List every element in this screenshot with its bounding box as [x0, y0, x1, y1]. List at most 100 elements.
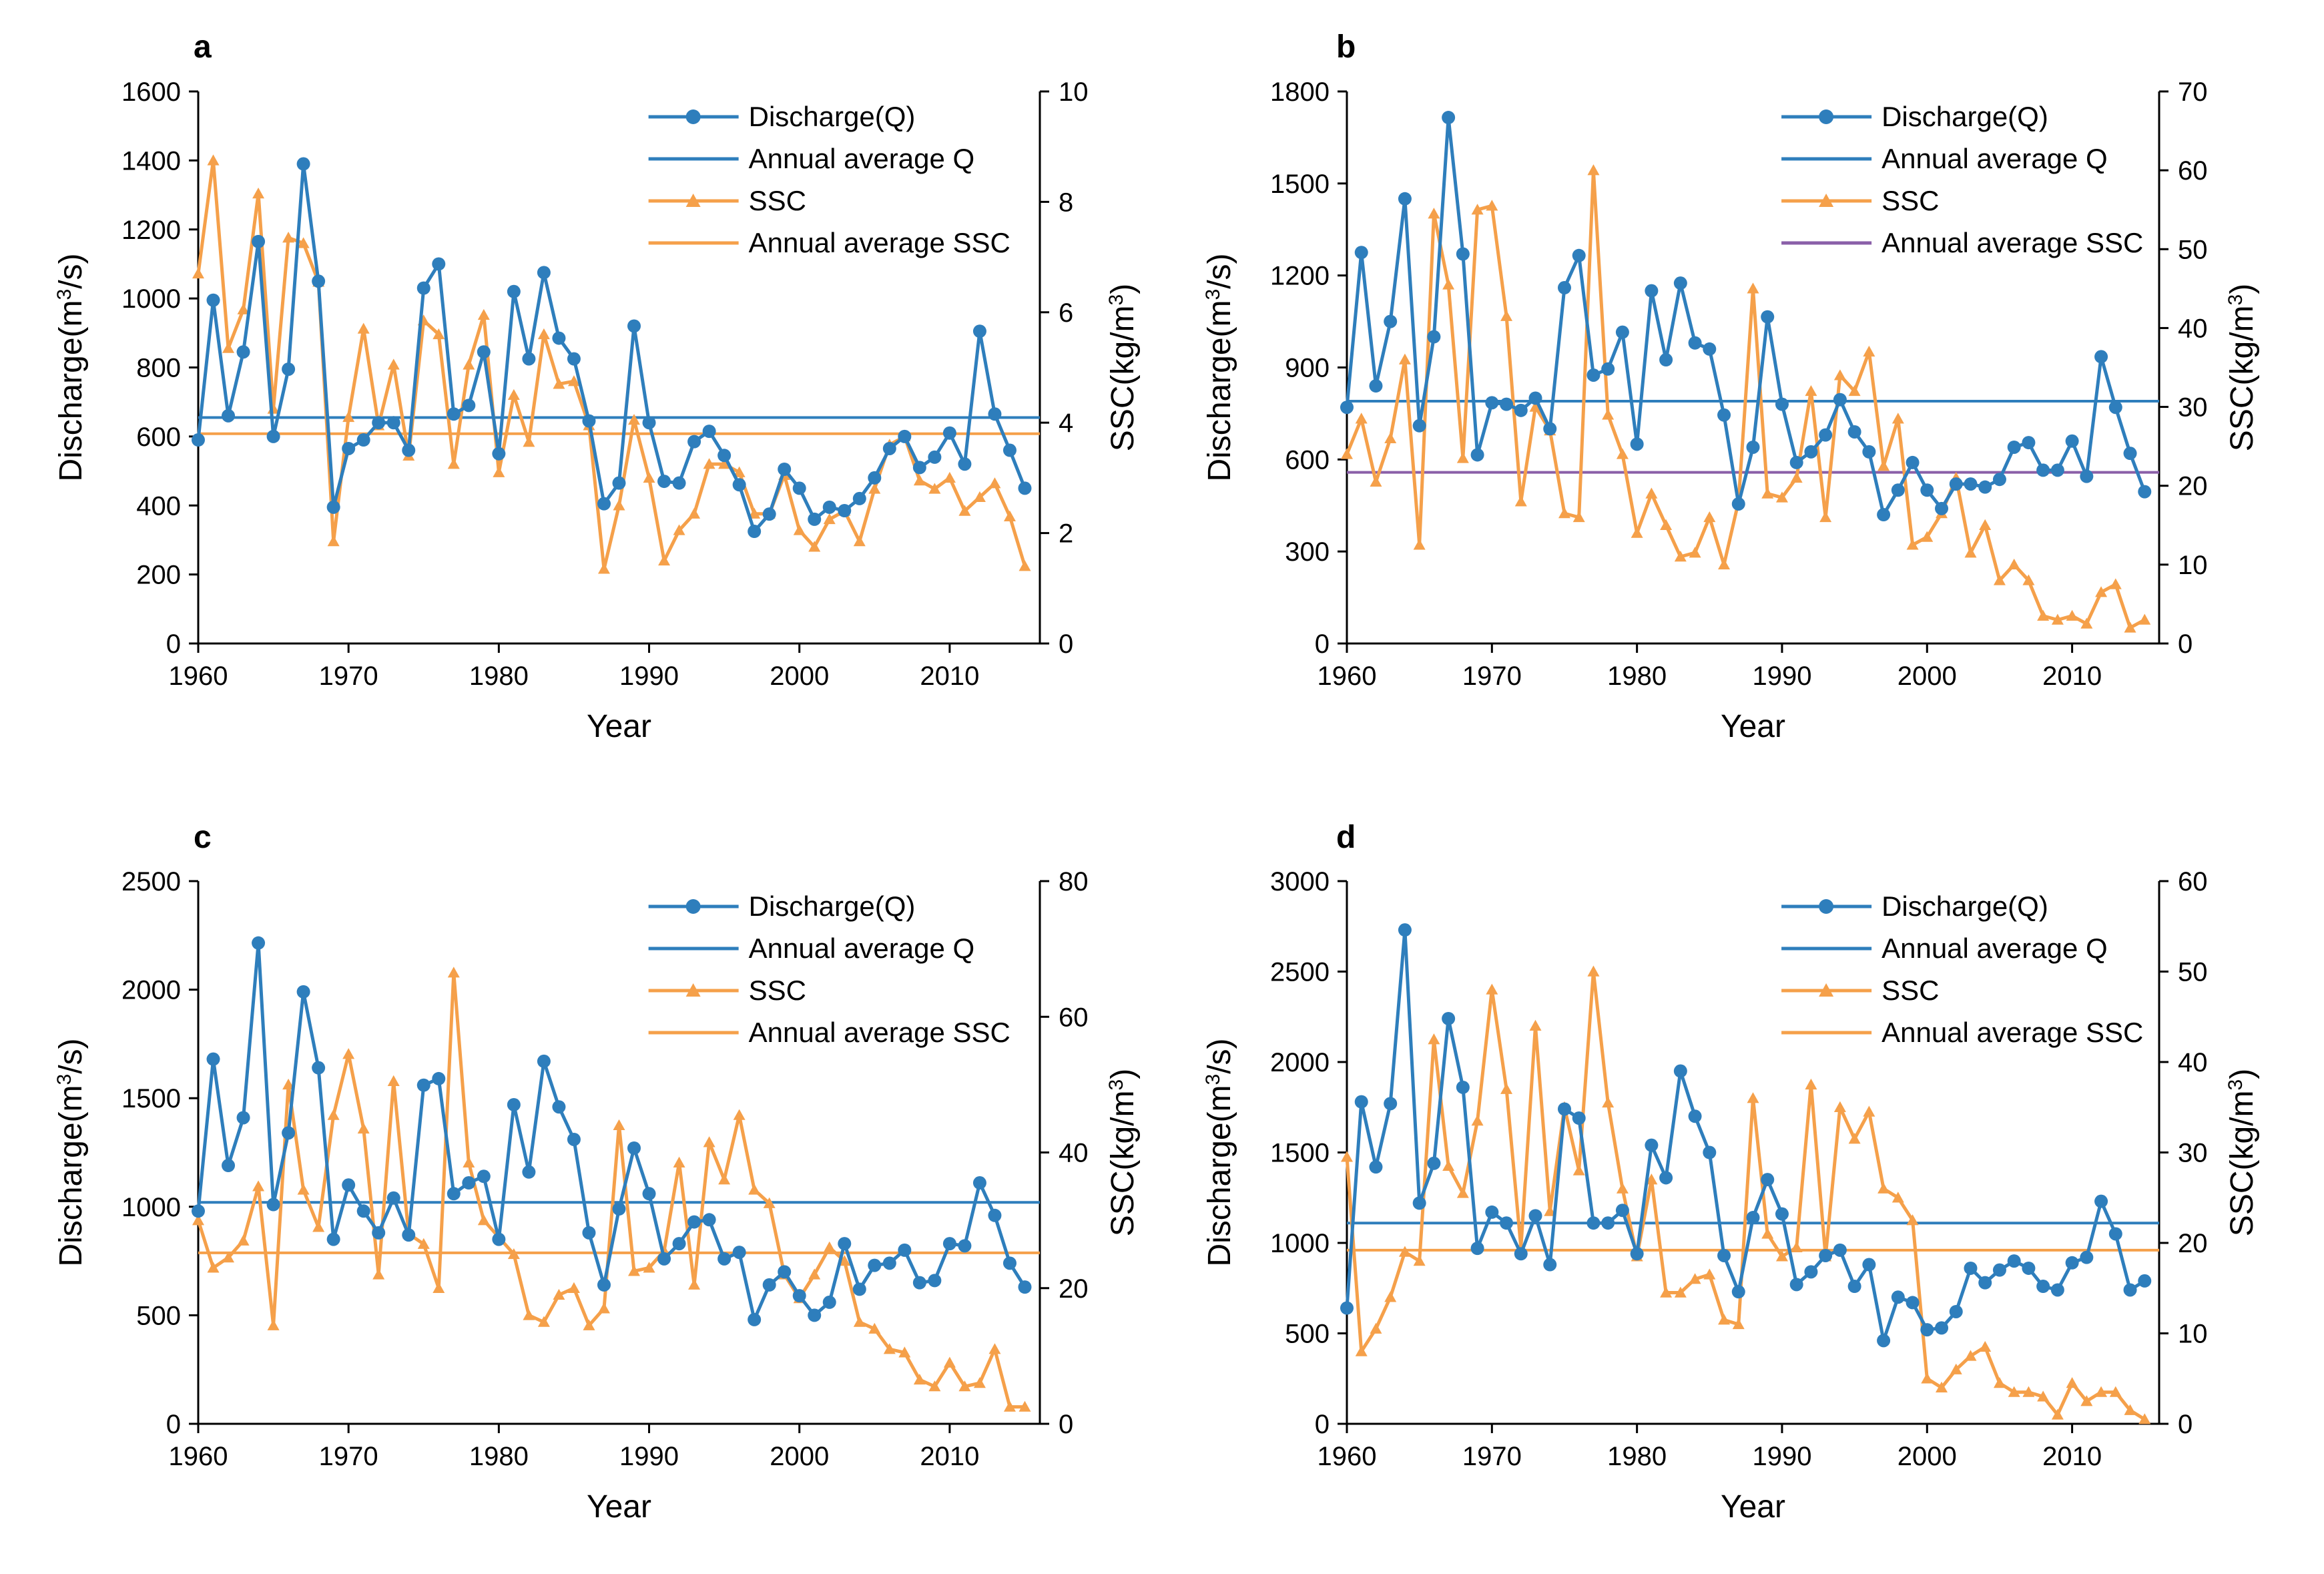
ssc-point [372, 1268, 385, 1280]
y-tick-label: 2500 [1270, 958, 1330, 987]
ssc-point [1761, 487, 1774, 499]
discharge-point [1804, 1265, 1818, 1279]
ssc-point [718, 1173, 731, 1185]
discharge-point [537, 266, 551, 280]
ssc-point [477, 308, 490, 320]
legend-label: Annual average Q [749, 143, 975, 174]
discharge-point [537, 1054, 551, 1068]
ssc-point [928, 1380, 941, 1392]
ssc-point [1645, 487, 1658, 499]
discharge-point [627, 1141, 641, 1155]
ssc-point [357, 322, 370, 334]
ssc-point [1572, 511, 1585, 523]
discharge-point [1470, 448, 1484, 462]
ssc-point [237, 1234, 250, 1246]
discharge-point [192, 433, 205, 447]
legend-entry: SSC [648, 975, 806, 1006]
discharge-point [2108, 401, 2122, 415]
ssc-point [342, 1048, 355, 1059]
ssc-point [1674, 1286, 1687, 1298]
ssc-point [793, 524, 806, 535]
discharge-point [2065, 1256, 2079, 1270]
discharge-point [792, 481, 806, 495]
y-axis-label-main: Discharge(m [53, 1085, 89, 1266]
ssc-point [1500, 310, 1513, 321]
discharge-point [642, 416, 656, 430]
discharge-point [1746, 440, 1760, 454]
discharge-point [1992, 1263, 2006, 1277]
ssc-point [282, 1078, 295, 1090]
discharge-point [507, 284, 521, 298]
ssc-point [913, 475, 926, 486]
x-tick-label: 2000 [1898, 662, 1957, 691]
discharge-point [386, 1191, 400, 1205]
ssc-point [297, 1184, 310, 1195]
discharge-point [356, 433, 370, 447]
ssc-point [523, 436, 535, 447]
y2-tick-label: 60 [2178, 156, 2208, 186]
discharge-point [1485, 396, 1499, 410]
discharge-point [1688, 336, 1702, 350]
ssc-point [1906, 1214, 1919, 1226]
ssc-point [507, 388, 520, 401]
ssc-point [1544, 1205, 1556, 1216]
ssc-point [853, 535, 866, 547]
discharge-point [958, 457, 972, 471]
y2-tick-label: 40 [2178, 1048, 2208, 1077]
discharge-point [1500, 1216, 1514, 1230]
ssc-point [973, 491, 986, 503]
y2-tick-label: 50 [2178, 958, 2208, 987]
discharge-point [717, 449, 732, 463]
discharge-point [372, 1226, 386, 1240]
discharge-point [2007, 440, 2021, 454]
ssc-point [1747, 1092, 1759, 1103]
ssc-point [1471, 204, 1484, 215]
ssc-point [1428, 208, 1440, 219]
discharge-point [1847, 1280, 1861, 1294]
ssc-point [1921, 1372, 1934, 1384]
discharge-point [252, 234, 266, 248]
x-tick-label: 2010 [920, 1442, 979, 1471]
ssc-point [222, 1252, 235, 1263]
ssc-point [2008, 1386, 2020, 1397]
y-tick-label: 2500 [121, 867, 181, 896]
discharge-point [282, 1126, 296, 1140]
y-tick-label: 3000 [1270, 867, 1330, 896]
x-tick-label: 1960 [169, 662, 228, 691]
discharge-point [1833, 392, 1847, 407]
x-tick-label: 1970 [319, 1442, 378, 1471]
ssc-point [1486, 983, 1498, 995]
x-tick-label: 1990 [619, 1442, 679, 1471]
ssc-point [432, 328, 445, 340]
discharge-point [1002, 1256, 1016, 1270]
y-tick-label: 1000 [1270, 1229, 1330, 1258]
y2-tick-label: 10 [2178, 551, 2208, 580]
discharge-point [912, 1276, 926, 1290]
discharge-point [1920, 483, 1934, 497]
discharge-point [852, 491, 866, 505]
discharge-point [1891, 483, 1905, 497]
ssc-point [613, 1119, 625, 1131]
ssc-point [883, 1343, 896, 1354]
legend-label: Discharge(Q) [749, 101, 916, 132]
ssc-point [898, 1346, 911, 1358]
y2-tick-label: 8 [1059, 188, 1073, 217]
x-tick-label: 1990 [1752, 662, 1811, 691]
discharge-point [1645, 1138, 1659, 1152]
ssc-point [2124, 1404, 2136, 1415]
ssc-point [628, 1265, 641, 1276]
y-axis-label-main: Discharge(m [53, 300, 89, 481]
discharge-point [1935, 501, 1949, 515]
discharge-point [1369, 1160, 1383, 1174]
discharge-point [462, 1176, 476, 1190]
discharge-point [296, 985, 310, 999]
x-axis-label: Year [587, 1489, 651, 1525]
legend-marker-triangle [1819, 983, 1834, 997]
legend-marker-circle [1819, 899, 1834, 914]
discharge-series-line [196, 941, 1027, 1322]
discharge-point [808, 512, 822, 526]
ssc-point [463, 1156, 475, 1167]
discharge-point [1659, 1171, 1673, 1185]
ssc-point [2080, 617, 2093, 629]
ssc-point [493, 466, 505, 477]
